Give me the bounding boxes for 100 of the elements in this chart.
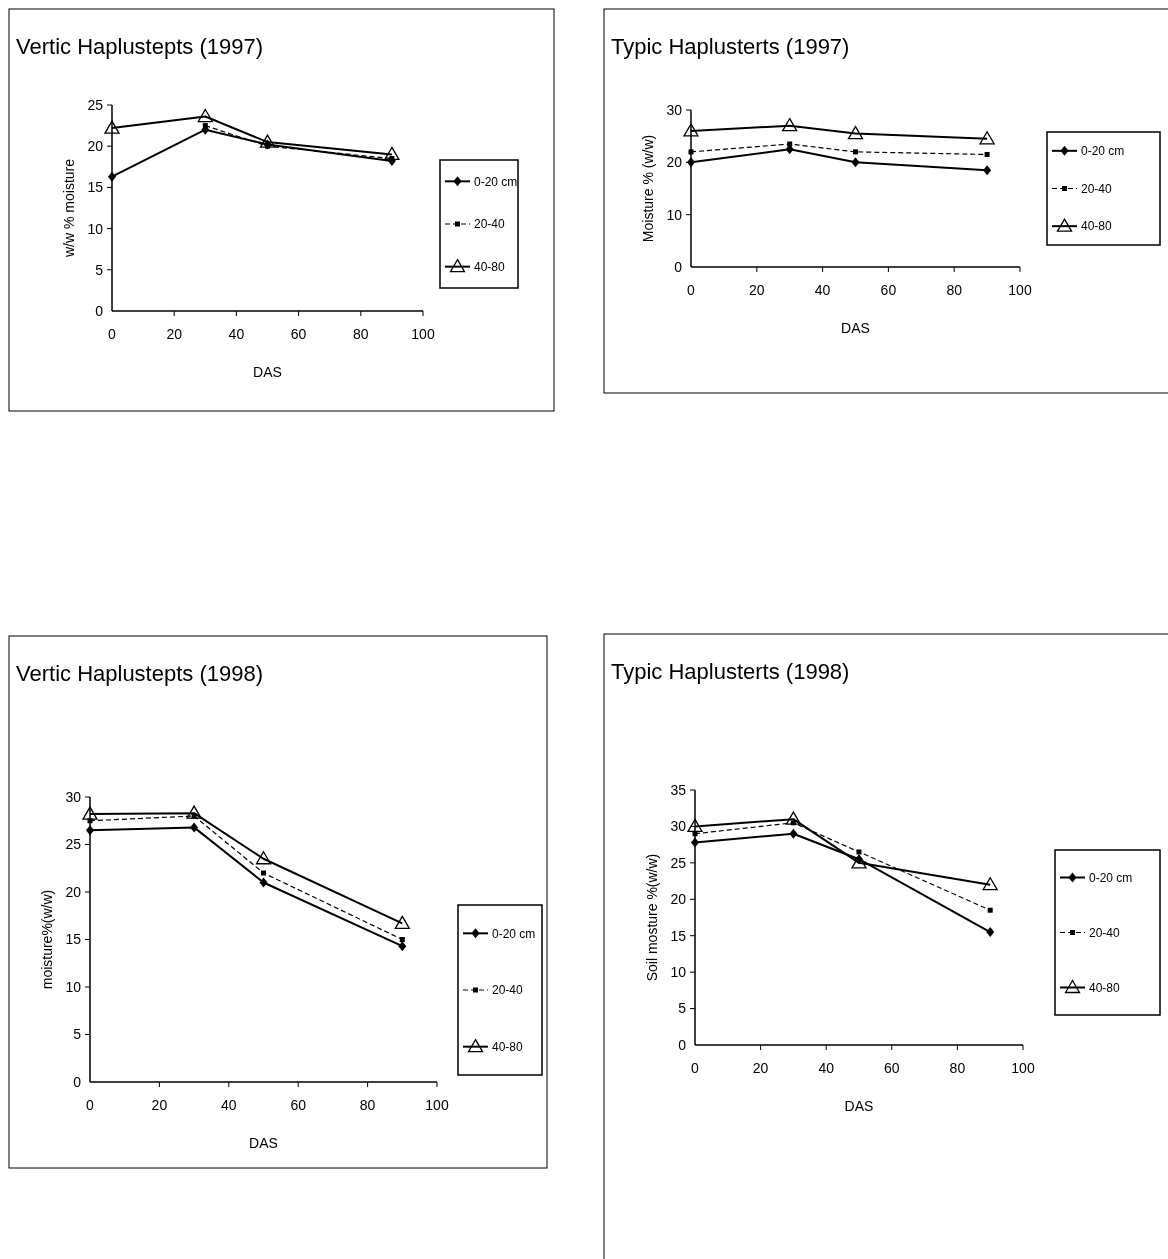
point [984,151,990,157]
x-tick-label: 100 [1011,1060,1035,1076]
y-tick-label: 0 [95,302,104,319]
point [851,855,867,869]
y-tick-label: 15 [670,927,687,944]
y-tick-label: 20 [670,891,687,908]
chart-title: Vertic Haplustepts (1997) [16,34,264,59]
chart-title: Typic Haplusterts (1997) [611,34,850,59]
y-tick-label: 30 [65,788,82,805]
y-axis-title: w/w % moisture [61,158,77,259]
point [983,165,992,176]
x-tick-label: 60 [290,1097,307,1113]
point [202,123,208,129]
point [847,125,864,140]
point [186,805,202,819]
point [982,877,998,891]
point [384,146,400,161]
legend-label: 20-40 [492,983,524,998]
y-axis-title: moisture%(w/w) [39,889,55,990]
x-axis-title: DAS [249,1135,278,1151]
point [979,131,995,145]
point [851,157,860,168]
point [82,806,98,820]
y-tick-label: 10 [65,978,82,995]
x-tick-label: 80 [949,1060,966,1076]
x-tick-label: 80 [946,282,963,298]
x-axis-title: DAS [844,1098,874,1114]
legend-label: 20-40 [1089,925,1121,940]
y-tick-label: 10 [666,206,683,223]
x-tick-label: 40 [221,1097,237,1113]
legend-label: 40-80 [474,259,506,274]
x-tick-label: 60 [880,282,897,298]
y-tick-label: 15 [87,179,104,196]
point [687,818,703,833]
legend-label: 0-20 cm [1081,144,1125,159]
x-tick-label: 60 [290,326,307,342]
legend-label: 40-80 [492,1039,524,1054]
chart-title: Vertic Haplustepts (1998) [16,661,264,686]
y-tick-label: 5 [73,1026,82,1043]
y-axis-title: Soil mosture %(w/w) [644,853,660,982]
x-tick-label: 40 [228,326,245,342]
legend-label: 0-20 cm [474,174,518,189]
x-tick-label: 80 [353,326,369,342]
point [986,927,995,938]
point [261,870,266,876]
y-tick-label: 10 [670,964,687,981]
y-tick-label: 30 [670,818,687,835]
point [853,149,858,155]
chart-title: Typic Haplusterts (1998) [611,659,850,684]
y-tick-label: 10 [87,220,104,237]
x-tick-label: 40 [814,282,831,298]
y-tick-label: 20 [65,883,82,900]
point [255,851,272,865]
y-tick-label: 0 [73,1073,82,1090]
legend-label: 20-40 [1081,181,1113,196]
point [259,134,276,148]
x-tick-label: 0 [108,326,117,342]
legend-label: 40-80 [1081,219,1113,234]
legend-label: 40-80 [1089,980,1121,995]
x-tick-label: 100 [411,326,435,342]
point [787,141,793,147]
point [190,822,199,833]
x-tick-label: 80 [359,1097,376,1113]
point [86,825,94,836]
x-tick-label: 60 [884,1060,900,1076]
point [789,828,798,839]
x-tick-label: 100 [1008,282,1032,298]
x-tick-label: 20 [166,326,183,342]
legend-label: 20-40 [474,217,506,232]
y-tick-label: 30 [666,101,683,118]
x-tick-label: 40 [818,1060,835,1076]
x-tick-label: 20 [752,1060,769,1076]
point [197,108,213,123]
x-tick-label: 20 [749,282,765,298]
point [782,118,798,132]
y-axis-title: Moisture % (w/w) [640,134,656,243]
point [987,907,993,913]
y-tick-label: 20 [87,138,104,155]
x-tick-label: 100 [425,1097,449,1113]
legend-label: 0-20 cm [1089,870,1133,885]
y-tick-label: 20 [666,154,683,171]
x-axis-title: DAS [253,364,282,380]
x-tick-label: 20 [151,1097,168,1113]
point [683,123,699,137]
y-tick-label: 5 [678,1000,687,1017]
y-tick-label: 5 [95,261,104,278]
y-tick-label: 25 [65,836,82,853]
point [688,149,694,155]
point [104,120,120,134]
point [108,171,116,182]
point [259,877,268,888]
point [394,915,410,929]
y-tick-label: 25 [670,854,687,871]
x-axis-title: DAS [841,320,870,336]
point [687,157,695,168]
point [399,937,405,942]
point [691,837,699,848]
point [785,811,802,825]
point [398,941,407,952]
x-tick-label: 0 [691,1060,700,1076]
